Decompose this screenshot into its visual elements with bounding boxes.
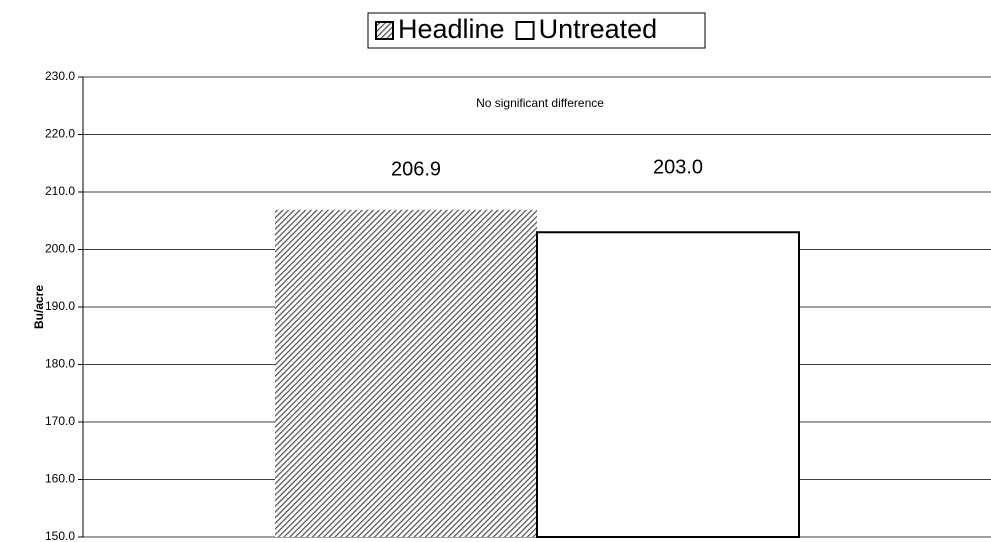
legend-swatch	[375, 21, 394, 40]
y-axis-label: Bu/acre	[32, 285, 46, 329]
legend-box	[367, 12, 706, 49]
legend-label: Untreated	[539, 14, 658, 44]
data-label: 206.9	[391, 158, 441, 180]
y-tick-label: 210.0	[45, 184, 75, 198]
y-tick-label: 160.0	[45, 472, 75, 486]
y-tick-label: 220.0	[45, 127, 75, 141]
bar	[536, 231, 800, 538]
legend-swatch	[515, 21, 535, 40]
legend-label: Headline	[398, 14, 505, 44]
y-tick-label: 230.0	[45, 69, 75, 83]
data-label: 203.0	[653, 156, 703, 178]
y-tick-label: 200.0	[45, 242, 75, 256]
y-tick-label: 170.0	[45, 414, 75, 428]
y-tick-label: 190.0	[45, 299, 75, 313]
y-tick-label: 180.0	[45, 357, 75, 371]
annotation: No significant difference	[476, 96, 604, 110]
bar	[275, 209, 537, 537]
y-tick-label: 150.0	[45, 529, 75, 542]
